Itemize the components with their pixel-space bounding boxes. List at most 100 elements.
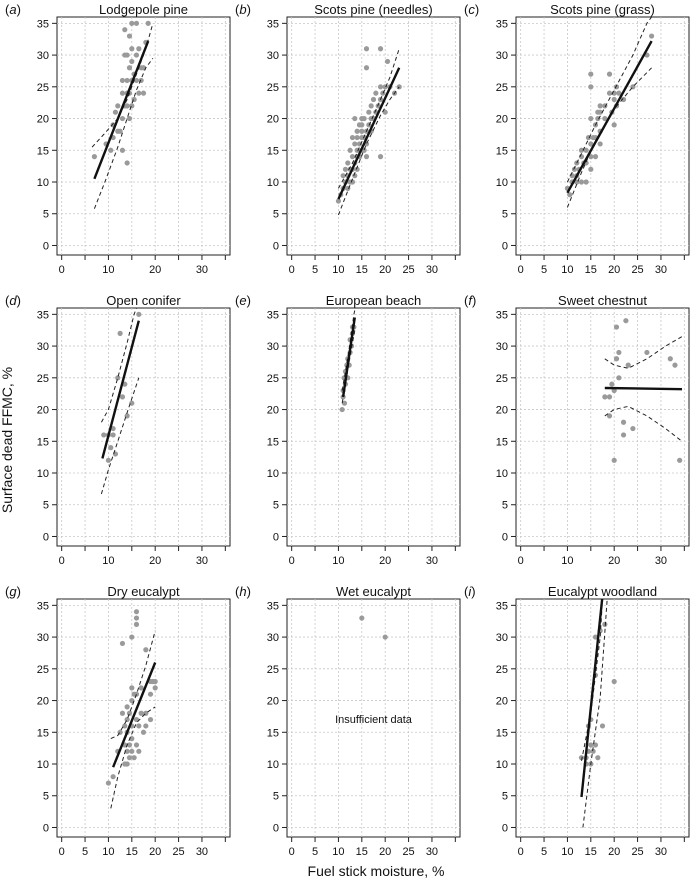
y-tick-label: 30 [496,50,508,62]
data-point [110,432,116,438]
data-point [119,640,126,647]
data-point [611,96,617,103]
y-tick-label: 0 [273,240,279,252]
data-point [129,748,135,754]
data-point [382,109,388,115]
panel-letter: (d) [5,293,21,308]
x-tick-label: 25 [402,264,414,276]
x-tick-label: 15 [585,264,597,276]
data-point [583,179,589,185]
data-point [119,90,126,96]
plot-area [339,308,357,413]
data-point [138,710,144,716]
ci-upper-line [100,308,137,423]
plot-area [578,599,617,828]
y-tick-label: 0 [502,531,508,543]
data-point [606,413,613,419]
x-tick-label: 20 [608,264,620,276]
panel-i: 0 5 10 15 20 25 30 0 5 10 15 20 25 30 35 (i) Eucalypt wo… [464,584,690,858]
data-point [101,432,107,438]
x-tick-label: 0 [289,846,295,858]
data-point [147,691,154,697]
plot-area [602,318,683,463]
fit-line [566,40,653,194]
y-tick-label: 0 [43,240,49,252]
ci-upper-line [581,599,603,761]
x-tick-label: 5 [312,264,318,276]
x-tick-label: 20 [608,555,620,567]
x-tick-label: 5 [82,846,88,858]
y-tick-label: 0 [273,531,279,543]
data-point [122,723,128,729]
y-tick-label: 15 [267,145,279,157]
ci-lower-line [604,405,683,442]
plot-area [100,308,142,495]
panel-title: Sweet chestnut [558,293,647,308]
x-tick-label: 5 [541,846,547,858]
y-tick-label: 20 [496,696,508,708]
data-point [620,96,627,103]
data-point [117,330,123,336]
data-point [129,634,135,640]
y-tick-label: 15 [496,145,508,157]
x-tick-label: 30 [655,555,667,567]
x-tick-label: 25 [631,846,643,858]
data-point [590,748,596,754]
data-point [377,84,384,90]
panel-title: Eucalypt woodland [548,584,657,599]
panel-e: 0 10 20 30 0 5 10 15 20 25 30 35 (e) European beach [235,293,461,567]
fit-line [93,40,150,180]
ci-upper-line [604,336,683,369]
y-tick-label: 25 [496,664,508,676]
data-point [119,394,126,400]
fit-line [580,599,604,798]
panel-frame [286,307,461,547]
x-tick-label: 30 [426,555,438,567]
y-tick-label: 10 [267,759,279,771]
ci-lower-line [566,67,652,208]
panel-f: 0 10 20 30 0 5 10 15 20 25 30 35 (f) Sweet chestnut [464,293,690,567]
fit-line [341,317,356,398]
x-tick-label: 0 [518,846,524,858]
x-tick-label: 5 [312,846,318,858]
y-tick-label: 35 [37,309,49,321]
data-point [677,457,683,463]
data-point [613,324,620,330]
panel-d: 0 10 20 30 0 5 10 15 20 25 30 35 (d) Open conifer [5,293,231,567]
y-tick-label: 15 [267,727,279,739]
data-point [599,723,606,729]
plot-area [91,20,154,209]
x-tick-label: 20 [149,846,161,858]
data-point [359,128,365,134]
y-tick-label: 35 [496,309,508,321]
data-point [126,33,133,39]
data-point [136,748,142,754]
y-tick-label: 35 [37,600,49,612]
panel-frame [56,307,231,547]
data-point [133,77,140,84]
data-point [363,46,370,52]
y-tick-label: 15 [496,727,508,739]
data-point [368,103,374,109]
data-point [129,20,135,26]
y-tick-label: 30 [37,341,49,353]
panel-letter: (e) [235,293,251,308]
data-point [117,128,123,134]
x-tick-label: 10 [102,555,114,567]
data-point [133,742,140,748]
data-point [595,755,601,761]
y-tick-label: 25 [267,373,279,385]
y-tick-label: 30 [37,50,49,62]
x-tick-label: 15 [356,264,368,276]
data-point [140,90,147,96]
data-point [133,609,140,615]
y-tick-label: 20 [37,405,49,417]
y-tick-label: 15 [37,145,49,157]
y-tick-label: 15 [496,436,508,448]
data-point [115,375,121,381]
data-point [124,77,130,84]
data-point [606,71,613,77]
data-point [588,166,594,172]
data-point [623,318,629,324]
data-point [616,349,622,356]
